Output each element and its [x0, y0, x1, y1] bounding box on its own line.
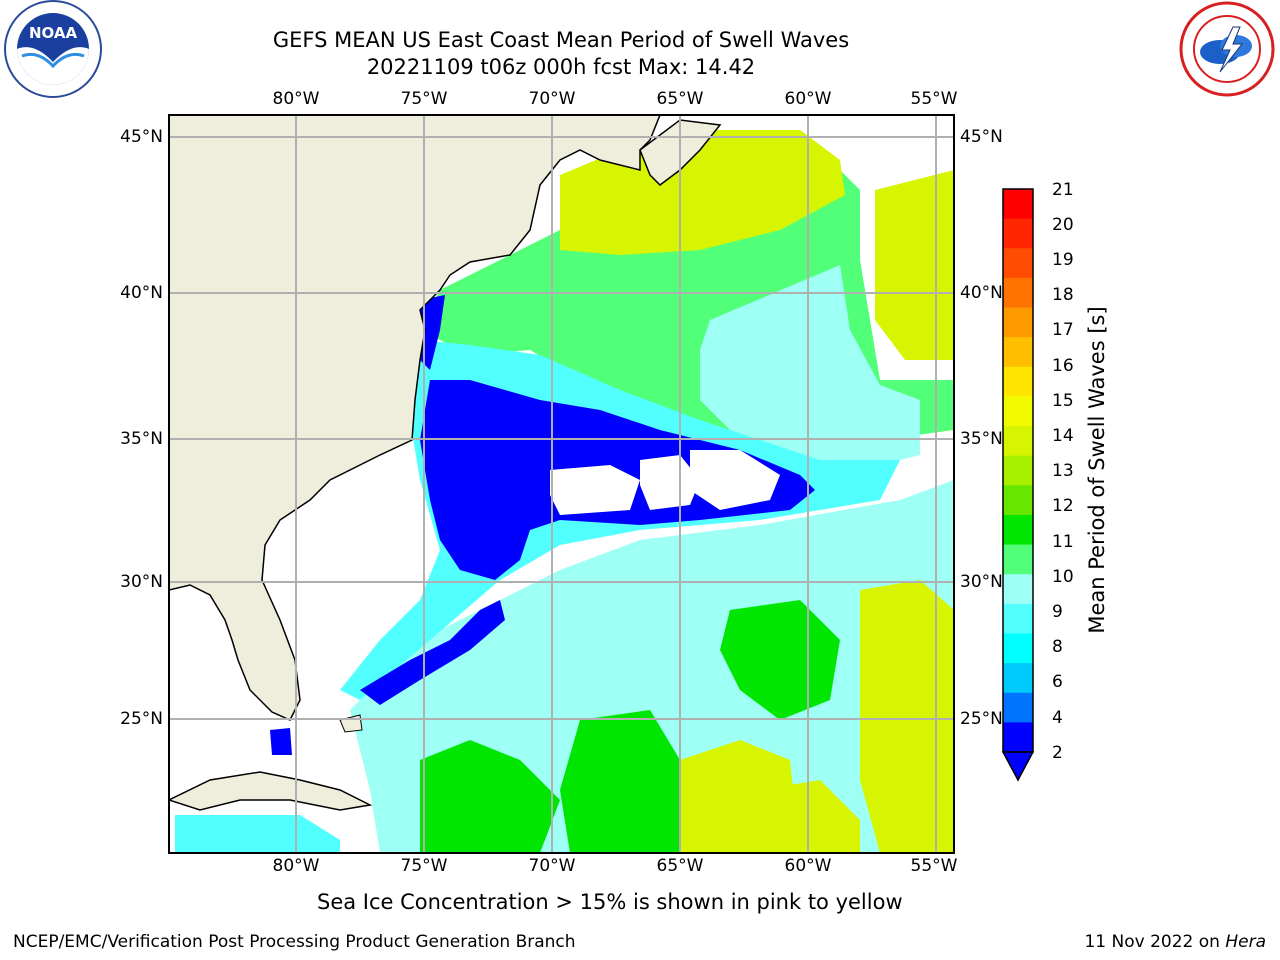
lon-label-top: 60°W: [784, 89, 832, 109]
field-bahamas-blue: [270, 728, 292, 755]
colorbar: [1001, 188, 1035, 782]
land-north-america: [169, 115, 661, 721]
lon-label-top: 65°W: [656, 89, 704, 109]
lon-label-top: 55°W: [910, 89, 958, 109]
lat-label-left: 30°N: [120, 572, 163, 592]
lon-label-bottom: 70°W: [528, 856, 576, 876]
colorbar-band: [1003, 189, 1033, 220]
colorbar-band: [1003, 633, 1033, 664]
colorbar-band: [1003, 485, 1033, 516]
colorbar-tick: 13: [1052, 461, 1074, 481]
map-frame: [168, 114, 955, 854]
colorbar-band: [1003, 337, 1033, 368]
lat-label-right: 30°N: [960, 572, 1003, 592]
lat-label-right: 45°N: [960, 127, 1003, 147]
colorbar-band: [1003, 544, 1033, 575]
lon-label-top: 70°W: [528, 89, 576, 109]
colorbar-band: [1003, 218, 1033, 249]
lat-label-left: 40°N: [120, 283, 163, 303]
colorbar-tick: 10: [1052, 567, 1074, 587]
colorbar-band: [1003, 366, 1033, 397]
lat-label-left: 45°N: [120, 127, 163, 147]
lat-label-left: 35°N: [120, 429, 163, 449]
colorbar-under-triangle: [1001, 751, 1035, 782]
field-nodata-2: [640, 455, 700, 510]
colorbar-band: [1003, 514, 1033, 546]
colorbar-band: [1003, 426, 1033, 457]
colorbar-tick: 11: [1052, 532, 1074, 552]
chart-subtitle: 20221109 t06z 000h fcst Max: 14.42: [366, 55, 756, 79]
field-center-lightcyan: [700, 265, 920, 470]
noaa-logo: NOAA: [4, 0, 102, 98]
field-south-yellow-3: [760, 780, 860, 853]
colorbar-band: [1003, 574, 1033, 605]
colorbar-band: [1003, 603, 1033, 634]
colorbar-tick: 8: [1052, 637, 1063, 657]
colorbar-band: [1003, 396, 1033, 427]
field-short-period-blue-south: [360, 600, 505, 705]
land-cuba: [169, 771, 373, 811]
colorbar-band: [1003, 248, 1033, 279]
colorbar-band: [1003, 722, 1033, 753]
colorbar-tick: 12: [1052, 496, 1074, 516]
field-caribbean-cyan: [175, 815, 340, 853]
field-coastal-blue: [420, 295, 445, 370]
map-graticule: [169, 115, 954, 853]
colorbar-tick: 21: [1052, 180, 1074, 200]
lon-label-top: 80°W: [272, 89, 320, 109]
colorbar-band: [1003, 692, 1033, 723]
colorbar-band: [1003, 455, 1033, 486]
colorbar-tick: 17: [1052, 320, 1074, 340]
colorbar-band: [1003, 663, 1033, 694]
colorbar-tick: 15: [1052, 391, 1074, 411]
field-south-yellow-1: [860, 580, 954, 853]
lon-label-bottom: 60°W: [784, 856, 832, 876]
lat-label-right: 25°N: [960, 709, 1003, 729]
field-south-green-3: [560, 710, 680, 853]
machine-name: Hera: [1225, 932, 1266, 952]
field-nodata-3: [690, 450, 780, 510]
date-stamp: 11 Nov 2022 on Hera: [1084, 932, 1266, 952]
lon-label-bottom: 65°W: [656, 856, 704, 876]
lon-label-bottom: 75°W: [400, 856, 448, 876]
colorbar-band: [1003, 277, 1033, 309]
colorbar-tick: 19: [1052, 250, 1074, 270]
lon-label-top: 75°W: [400, 89, 448, 109]
lat-label-right: 35°N: [960, 429, 1003, 449]
colorbar-band: [1003, 307, 1033, 338]
field-nodata-1: [550, 465, 640, 515]
colorbar-tick: 2: [1052, 743, 1063, 763]
colorbar-tick: 20: [1052, 215, 1074, 235]
colorbar-frame: [1002, 188, 1034, 753]
lat-label-left: 25°N: [120, 709, 163, 729]
colorbar-tick: 4: [1052, 708, 1063, 728]
colorbar-tick: 9: [1052, 602, 1063, 622]
credit-line: NCEP/EMC/Verification Post Processing Pr…: [13, 932, 576, 952]
nws-logo: [1179, 1, 1275, 97]
lon-label-bottom: 55°W: [910, 856, 958, 876]
colorbar-tick: 6: [1052, 672, 1063, 692]
colorbar-tick: 18: [1052, 285, 1074, 305]
colorbar-tick: 14: [1052, 426, 1074, 446]
lat-label-right: 40°N: [960, 283, 1003, 303]
sea-ice-note: Sea Ice Concentration > 15% is shown in …: [317, 890, 903, 914]
chart-title: GEFS MEAN US East Coast Mean Period of S…: [272, 28, 850, 52]
field-south-green-1: [720, 600, 840, 720]
field-south-green-2: [420, 740, 560, 853]
lon-label-bottom: 80°W: [272, 856, 320, 876]
field-e-yellow: [875, 170, 954, 360]
colorbar-label: Mean Period of Swell Waves [s]: [1085, 306, 1109, 634]
svg-text:NOAA: NOAA: [29, 24, 78, 42]
colorbar-tick: 16: [1052, 356, 1074, 376]
date-text: 11 Nov 2022 on: [1084, 932, 1220, 952]
